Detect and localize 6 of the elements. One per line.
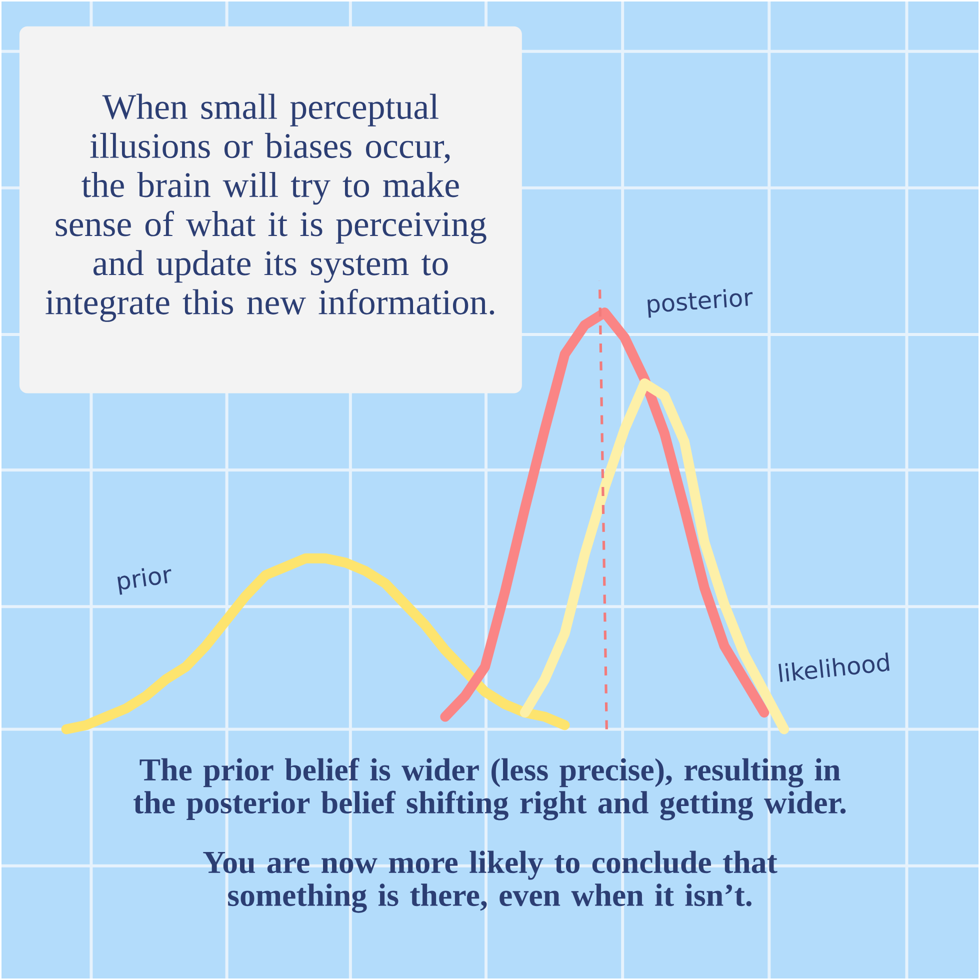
text: prior <box>117 568 172 595</box>
annotation: When small perceptual illusions or biases occur, the brain will try to make sense of what it is perceiving and update its system to integrate this new information. <box>46 94 494 322</box>
text: You are now more likely to conclude that something is there, even when it isn’t. <box>203 850 778 913</box>
text: The prior belief is wider (less precise), resulting in the posterior belief shifting right and getting wider. <box>134 758 846 820</box>
series-label: posterior <box>648 289 753 318</box>
text: likelihood <box>778 652 890 682</box>
